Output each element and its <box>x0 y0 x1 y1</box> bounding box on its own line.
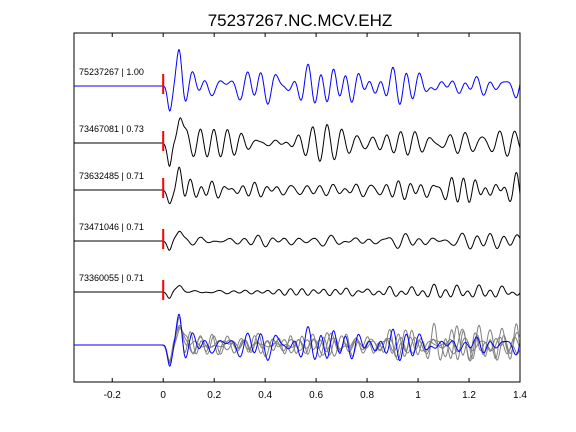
trace-75237267 <box>74 48 520 112</box>
x-tick-label: 1.2 <box>462 390 476 401</box>
trace-73360055 <box>74 283 520 299</box>
x-axis: -0.2 0 0.2 0.4 0.6 0.8 1 1.2 1.4 <box>104 33 527 401</box>
chart-title: 75237267.NC.MCV.EHZ <box>208 11 393 30</box>
stack-overlay-layer <box>74 313 520 367</box>
trace-labels-layer: 75237267 | 1.00 73467081 | 0.73 73632485 |… <box>79 67 144 283</box>
plot-frame <box>73 32 521 383</box>
x-tick-label: 0.8 <box>360 390 374 401</box>
x-tick-label: -0.2 <box>104 390 122 401</box>
trace-label: 75237267 | 1.00 <box>79 67 144 77</box>
x-tick-label: 1 <box>415 390 421 401</box>
x-tick-label: 0.2 <box>207 390 221 401</box>
trace-73632485 <box>74 166 520 205</box>
x-tick-label: 1.4 <box>513 390 527 401</box>
trace-label: 73471046 | 0.71 <box>79 222 144 232</box>
trace-label: 73360055 | 0.71 <box>79 273 144 283</box>
trace-73471046 <box>74 230 520 251</box>
x-tick-label: 0.4 <box>258 390 272 401</box>
stack-trace-73632485 <box>74 316 520 363</box>
x-tick-label: 0.6 <box>309 390 323 401</box>
trace-73467081 <box>74 117 520 168</box>
stack-reference-trace <box>74 313 520 367</box>
traces-layer <box>74 48 520 300</box>
trace-label: 73632485 | 0.71 <box>79 171 144 181</box>
trace-label: 73467081 | 0.73 <box>79 124 144 134</box>
x-tick-label: 0 <box>160 390 166 401</box>
